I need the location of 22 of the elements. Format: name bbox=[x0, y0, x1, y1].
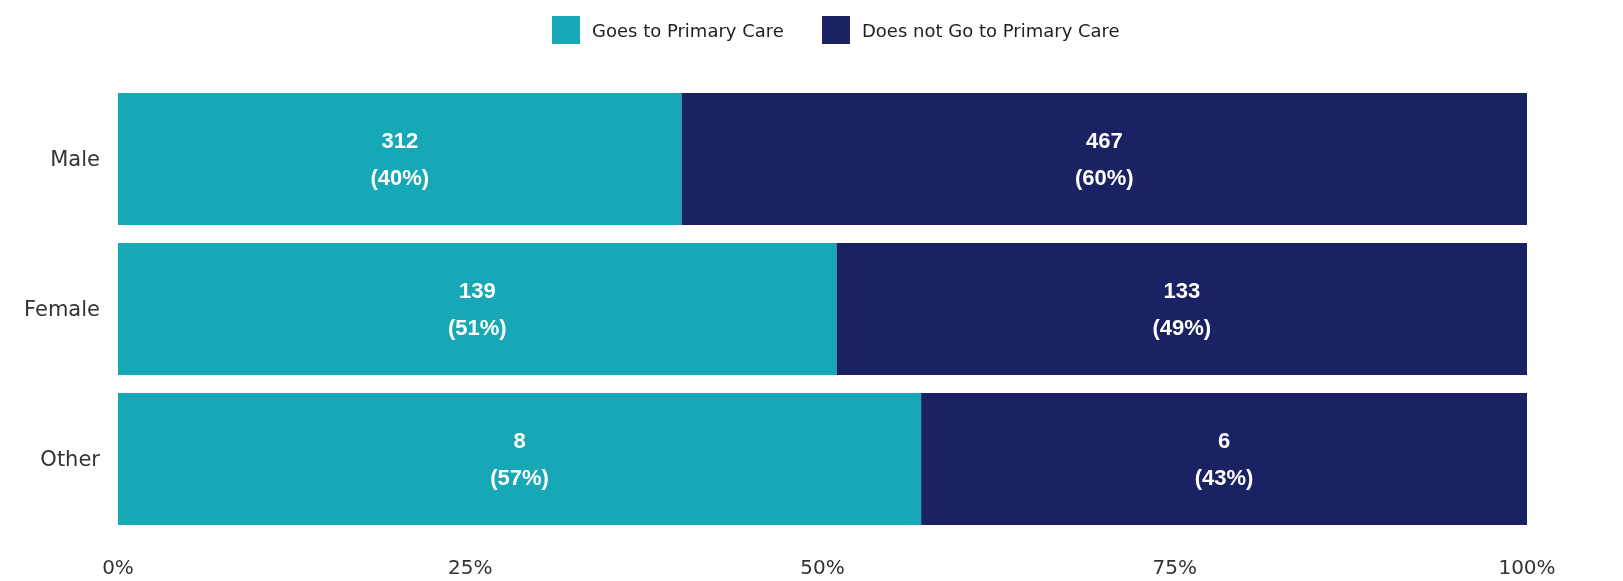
data-label: 467 (60%) bbox=[1074, 128, 1134, 191]
bar bbox=[681, 93, 1527, 225]
x-tick-label: 75% bbox=[1152, 555, 1197, 579]
x-tick-label: 0% bbox=[102, 555, 134, 579]
x-tick-label: 100% bbox=[1498, 555, 1556, 579]
data-label: 8 (57%) bbox=[490, 428, 549, 491]
data-label: 139 (51%) bbox=[447, 278, 507, 341]
bar bbox=[118, 93, 682, 225]
legend-label: Does not Go to Primary Care bbox=[862, 19, 1120, 41]
x-tick-label: 25% bbox=[448, 555, 493, 579]
y-tick-label: Female bbox=[24, 297, 100, 321]
y-tick-label: Male bbox=[50, 147, 100, 171]
bar bbox=[921, 393, 1527, 525]
legend-label: Goes to Primary Care bbox=[592, 19, 784, 41]
data-label: 133 (49%) bbox=[1152, 278, 1212, 341]
y-tick-label: Other bbox=[40, 447, 101, 471]
data-label: 312 (40%) bbox=[370, 128, 430, 191]
data-label: 6 (43%) bbox=[1194, 428, 1254, 491]
bar bbox=[118, 393, 922, 525]
bar bbox=[118, 243, 837, 375]
bar bbox=[836, 243, 1527, 375]
x-tick-label: 50% bbox=[800, 555, 845, 579]
